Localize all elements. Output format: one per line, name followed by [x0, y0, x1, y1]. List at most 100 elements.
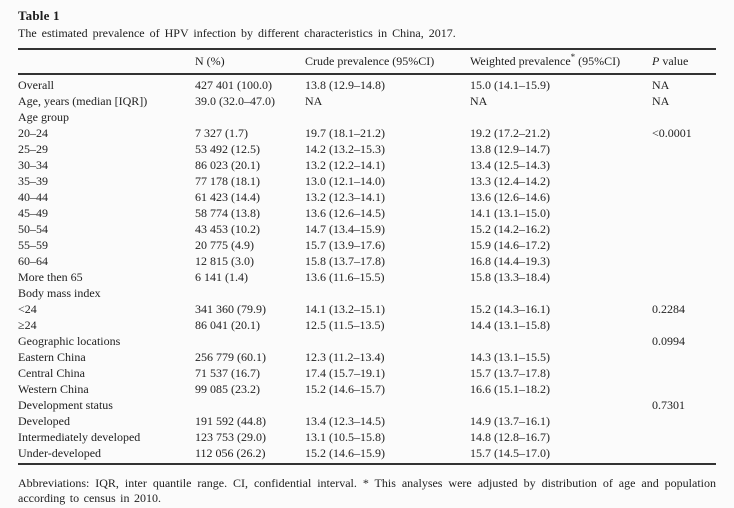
cell-n: 123 753 (29.0) — [195, 430, 266, 444]
table-row: Age, years (median [IQR]) 39.0 (32.0–47.0… — [18, 93, 716, 109]
cell-n: 427 401 (100.0) — [195, 78, 272, 92]
prevalence-table: N (%) Crude prevalence (95%CI) Weighted … — [18, 48, 716, 465]
cell-n: 39.0 (32.0–47.0) — [195, 94, 275, 108]
table-title: Table 1 — [18, 8, 60, 23]
table-row: ≥24 86 041 (20.1) 12.5 (11.5–13.5) 14.4 (13… — [18, 317, 716, 333]
cell-label: ≥24 — [18, 318, 37, 332]
table-header: N (%) Crude prevalence (95%CI) Weighted … — [18, 48, 716, 75]
cell-crude: 19.7 (18.1–21.2) — [305, 126, 385, 140]
cell-weighted: 15.8 (13.3–18.4) — [470, 270, 550, 284]
header-row: N (%) Crude prevalence (95%CI) Weighted … — [18, 48, 716, 75]
table-row: Under-developed 112 056 (26.2) 15.2 (14.6–… — [18, 445, 716, 465]
cell-crude: 15.7 (13.9–17.6) — [305, 238, 385, 252]
cell-n: 20 775 (4.9) — [195, 238, 254, 252]
cell-p: 0.7301 — [652, 398, 685, 412]
cell-weighted: 15.7 (14.5–17.0) — [470, 445, 652, 465]
table-row: Intermediately developed 123 753 (29.0) 13… — [18, 429, 716, 445]
cell-n — [195, 397, 305, 413]
cell-p — [652, 365, 716, 381]
cell-label: 45–49 — [18, 206, 48, 220]
cell-label: Development status — [18, 398, 113, 412]
cell-crude: NA — [305, 94, 323, 108]
table-row: Body mass index — [18, 285, 716, 301]
cell-weighted: 16.6 (15.1–18.2) — [470, 382, 550, 396]
table-row: 25–29 53 492 (12.5) 14.2 (13.2–15.3) 13.8 (… — [18, 141, 716, 157]
cell-label: Central China — [18, 366, 85, 380]
table-row: Development status 0.7301 — [18, 397, 716, 413]
cell-label: Age, years (median [IQR]) — [18, 94, 148, 108]
cell-p: 0.2284 — [652, 302, 685, 316]
col-header-weighted-ci: (95%CI) — [575, 54, 621, 68]
cell-p — [652, 349, 716, 365]
table-row: 35–39 77 178 (18.1) 13.0 (12.1–14.0) 13.3 (… — [18, 173, 716, 189]
col-header-crude: Crude prevalence (95%CI) — [305, 48, 470, 75]
cell-n: 6 141 (1.4) — [195, 270, 248, 284]
cell-label: 50–54 — [18, 222, 48, 236]
cell-weighted: 15.9 (14.6–17.2) — [470, 238, 550, 252]
cell-crude — [305, 109, 470, 125]
cell-p — [652, 157, 716, 173]
cell-label: Eastern China — [18, 350, 86, 364]
cell-n: 53 492 (12.5) — [195, 142, 260, 156]
table-row: <24 341 360 (79.9) 14.1 (13.2–15.1) 15.2 (1… — [18, 301, 716, 317]
cell-p: 0.0994 — [652, 334, 685, 348]
cell-label: Intermediately developed — [18, 430, 141, 444]
cell-weighted: 13.8 (12.9–14.7) — [470, 142, 550, 156]
cell-n: 58 774 (13.8) — [195, 206, 260, 220]
cell-n: 86 041 (20.1) — [195, 318, 260, 332]
col-header-label — [18, 48, 195, 75]
table-row: 30–34 86 023 (20.1) 13.2 (12.2–14.1) 13.4 (… — [18, 157, 716, 173]
table-row: 45–49 58 774 (13.8) 13.6 (12.6–14.5) 14.1 (… — [18, 205, 716, 221]
cell-weighted: 16.8 (14.4–19.3) — [470, 254, 550, 268]
col-header-p-rest: value — [659, 54, 689, 68]
cell-weighted: 14.8 (12.8–16.7) — [470, 430, 550, 444]
cell-p — [652, 109, 716, 125]
cell-crude: 15.2 (14.6–15.9) — [305, 445, 470, 465]
table-caption: The estimated prevalence of HPV infectio… — [18, 26, 456, 40]
cell-n — [195, 333, 305, 349]
cell-n: 86 023 (20.1) — [195, 158, 260, 172]
cell-label: Body mass index — [18, 286, 101, 300]
cell-weighted — [470, 397, 652, 413]
cell-n: 99 085 (23.2) — [195, 382, 260, 396]
table-row: 40–44 61 423 (14.4) 13.2 (12.3–14.1) 13.6 (… — [18, 189, 716, 205]
col-header-pvalue: P value — [652, 48, 716, 75]
cell-p — [652, 253, 716, 269]
cell-crude: 14.7 (13.4–15.9) — [305, 222, 385, 236]
cell-weighted: 13.4 (12.5–14.3) — [470, 158, 550, 172]
col-header-weighted-text: Weighted prevalence — [470, 54, 571, 68]
table-row: Age group — [18, 109, 716, 125]
cell-crude: 13.4 (12.3–14.5) — [305, 414, 385, 428]
cell-weighted: 15.2 (14.2–16.2) — [470, 222, 550, 236]
cell-n: 191 592 (44.8) — [195, 414, 266, 428]
cell-n: 77 178 (18.1) — [195, 174, 260, 188]
cell-p — [652, 205, 716, 221]
cell-crude: 13.2 (12.3–14.1) — [305, 190, 385, 204]
cell-crude: 13.0 (12.1–14.0) — [305, 174, 385, 188]
cell-label: Developed — [18, 414, 70, 428]
cell-weighted: 19.2 (17.2–21.2) — [470, 126, 550, 140]
cell-p — [652, 445, 716, 465]
cell-crude: 12.3 (11.2–13.4) — [305, 350, 385, 364]
cell-label: 55–59 — [18, 238, 48, 252]
cell-weighted: 15.2 (14.3–16.1) — [470, 302, 550, 316]
cell-p — [652, 189, 716, 205]
cell-n: 7 327 (1.7) — [195, 126, 248, 140]
cell-crude: 13.6 (11.6–15.5) — [305, 270, 385, 284]
cell-crude: 13.1 (10.5–15.8) — [305, 430, 385, 444]
table-row: Overall 427 401 (100.0) 13.8 (12.9–14.8) 15… — [18, 74, 716, 93]
cell-n: 112 056 (26.2) — [195, 445, 305, 465]
cell-p — [652, 269, 716, 285]
cell-weighted — [470, 285, 652, 301]
cell-weighted: 14.3 (13.1–15.5) — [470, 350, 550, 364]
cell-weighted: 14.9 (13.7–16.1) — [470, 414, 550, 428]
cell-crude: 12.5 (11.5–13.5) — [305, 318, 385, 332]
cell-n: 12 815 (3.0) — [195, 254, 254, 268]
cell-p — [652, 381, 716, 397]
cell-crude: 14.2 (13.2–15.3) — [305, 142, 385, 156]
cell-weighted: 14.4 (13.1–15.8) — [470, 318, 550, 332]
cell-n: 61 423 (14.4) — [195, 190, 260, 204]
cell-n: 71 537 (16.7) — [195, 366, 260, 380]
cell-weighted — [470, 333, 652, 349]
